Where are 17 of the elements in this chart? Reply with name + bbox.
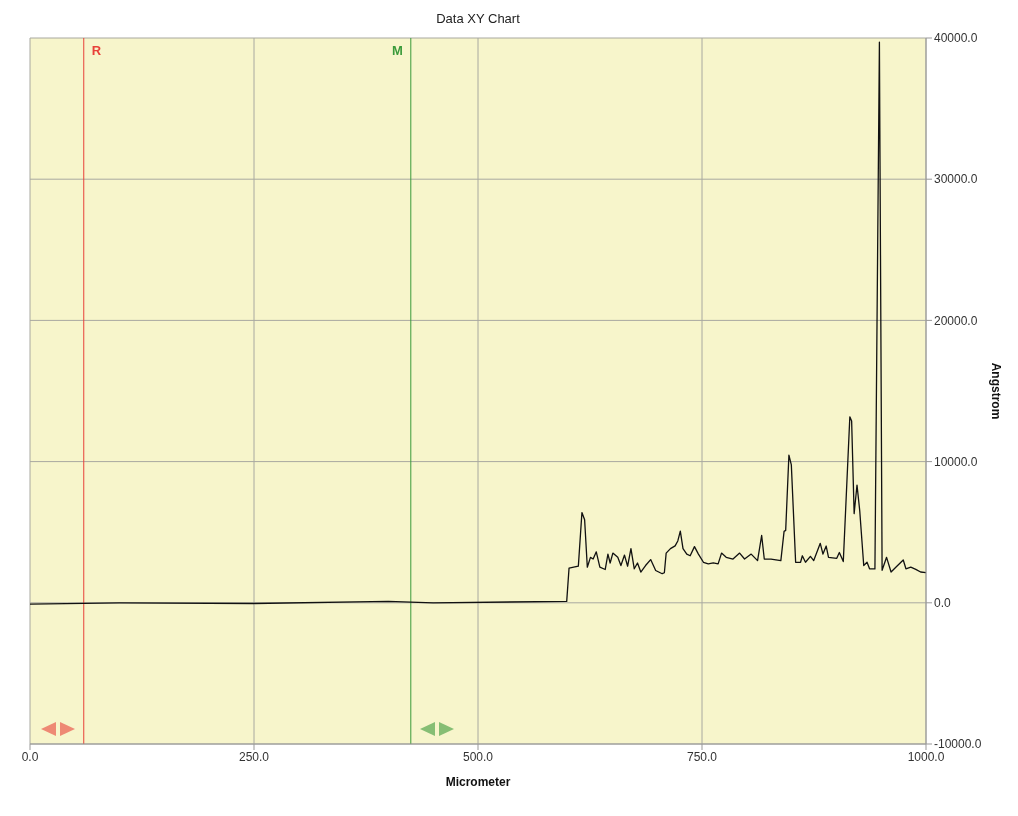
x-tick-label: 750.0	[686, 749, 718, 764]
ref-line-label: R	[91, 43, 102, 59]
y-tick-label: 10000.0	[934, 454, 978, 469]
x-axis-title: Micrometer	[445, 775, 511, 789]
chart-title: Data XY Chart	[435, 10, 521, 28]
y-tick-label: 40000.0	[934, 31, 978, 46]
y-axis-title: Angstrom	[988, 362, 1003, 420]
y-tick-label: -10000.0	[934, 737, 982, 752]
x-tick-label: 500.0	[462, 749, 494, 764]
y-tick-label: 20000.0	[934, 313, 978, 328]
x-tick-label: 0.0	[21, 749, 39, 764]
y-tick-label: 30000.0	[934, 172, 978, 187]
ref-line-label: M	[391, 43, 403, 59]
y-tick-label: 0.0	[934, 596, 952, 611]
line-series	[30, 41, 926, 605]
x-tick-label: 1000.0	[907, 749, 945, 764]
x-tick-label: 250.0	[238, 749, 270, 764]
